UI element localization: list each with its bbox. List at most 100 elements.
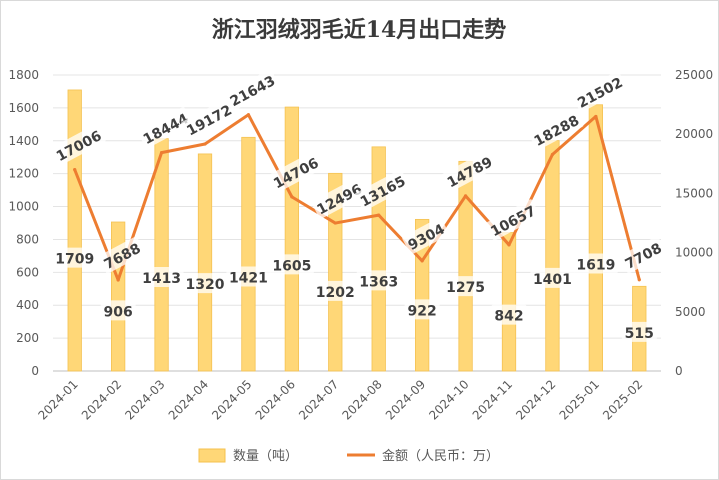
bar-value-label: 1401 (533, 272, 572, 288)
y-left-tick-label: 1600 (8, 101, 39, 115)
x-tick-label: 2024-01 (35, 377, 80, 422)
legend-swatch-bars (198, 448, 226, 463)
line-point (116, 278, 120, 282)
line-point (637, 278, 641, 282)
bar (67, 89, 82, 372)
bar-value-label-bg (530, 267, 575, 288)
bar-value-label-bg (404, 299, 440, 320)
bar-value-label-group: 515 (621, 321, 657, 342)
bar-value-label-bg (313, 280, 358, 301)
y-right-tick-label: 5000 (675, 305, 706, 319)
x-tick-label: 2025-02 (600, 377, 645, 422)
line-value-label-bg (98, 236, 146, 274)
line-point (463, 194, 468, 198)
x-tick-label: 2024-04 (166, 377, 211, 422)
x-tick-label: 2024-07 (296, 377, 341, 422)
line-point (203, 142, 207, 146)
y-left-tick-label: 600 (16, 265, 39, 279)
line-value-label-bg (224, 69, 280, 111)
bar-value-label: 1421 (229, 271, 268, 287)
bar-value-label: 1413 (142, 271, 181, 287)
line-value-label-bg (181, 98, 236, 140)
line-value-label-bg (485, 199, 540, 241)
y-left-tick-label: 1000 (8, 200, 39, 214)
y-left-tick-label: 1400 (8, 134, 39, 148)
bar (458, 160, 473, 372)
y-left-tick-label: 1200 (8, 167, 39, 181)
bar-value-label: 1363 (359, 274, 398, 290)
bar-value-label-group: 1421 (226, 266, 271, 287)
line-point (290, 195, 294, 199)
bar-value-label-bg (139, 267, 184, 288)
bar-value-label-group: 1619 (573, 253, 618, 274)
line-value-label-group: 19172 (181, 98, 236, 140)
bar (588, 104, 603, 372)
line-value-label-group: 7708 (619, 236, 667, 274)
bar-value-label-group: 1413 (139, 267, 184, 288)
line-value-label-bg (441, 150, 497, 192)
y-right-tick-label: 10000 (675, 246, 713, 260)
line-point (550, 152, 555, 157)
bar (154, 138, 169, 372)
bar-value-label-bg (100, 300, 136, 321)
x-tick-label: 2025-01 (557, 377, 602, 422)
bar-value-label-group: 1709 (52, 247, 97, 268)
bar-value-label-group: 1320 (183, 273, 227, 294)
bar (545, 140, 560, 372)
line-value-label-bg (354, 169, 410, 211)
bar-value-label-bg (269, 254, 314, 275)
bar-value-label-group: 1202 (313, 280, 358, 301)
bar-value-label-group: 842 (491, 304, 527, 325)
line-path (73, 113, 641, 282)
line-point (73, 168, 77, 172)
y-axis-left: 0 200 400 600 800 1000 1200 1400 1600 1800 (8, 68, 39, 378)
x-tick-label: 2024-05 (209, 377, 254, 422)
bar-value-label-group: 906 (100, 300, 136, 321)
bar-value-label: 842 (494, 309, 523, 325)
bar (284, 106, 299, 372)
x-tick-label: 2024-03 (122, 377, 167, 422)
bar (501, 232, 517, 372)
bar-value-label-group: 922 (404, 299, 440, 320)
x-tick-label: 2024-02 (79, 377, 124, 422)
bar (197, 153, 213, 372)
line-value-label-bg (137, 107, 193, 149)
y-left-tick-label: 200 (16, 331, 39, 345)
bar-value-label-bg (621, 321, 657, 342)
line-value-label-bg (619, 236, 667, 274)
x-tick-label: 2024-08 (339, 377, 384, 422)
x-tick-label: 2024-09 (383, 377, 428, 422)
y-axis-right: 0 5000 10000 15000 20000 25000 (675, 68, 713, 378)
y-left-tick-label: 800 (16, 232, 39, 246)
x-tick-label: 2024-12 (513, 377, 558, 422)
y-left-tick-label: 0 (31, 364, 39, 378)
bar-value-label-bg (183, 273, 227, 294)
bar-value-label-bg (491, 304, 527, 325)
chart-title: 浙江羽绒羽毛近14月出口走势 (212, 17, 507, 43)
line-value-label-bg (50, 124, 106, 166)
line-point (377, 213, 381, 217)
bar-value-label-group: 1363 (356, 270, 401, 291)
bar-value-label: 1320 (186, 277, 225, 293)
line-value-label-bg (402, 217, 450, 255)
legend-label-line: 金额（人民币：万） (382, 448, 499, 464)
y-left-tick-label: 1800 (8, 68, 39, 82)
line-point (159, 151, 164, 155)
bar-value-label-bg (226, 266, 271, 287)
line-value-label-bg (571, 70, 627, 113)
bar-value-label: 1275 (446, 280, 485, 296)
bar-value-label-bg (573, 253, 618, 274)
line-point (246, 113, 251, 117)
bar-value-label-group: 1275 (443, 276, 488, 297)
line-point (507, 243, 511, 247)
line-point (420, 259, 424, 263)
x-tick-label: 2024-10 (426, 377, 471, 422)
y-left-tick-label: 400 (16, 298, 39, 312)
line-point (333, 221, 337, 225)
bar-value-label-bg (443, 276, 488, 297)
line-point (594, 114, 598, 119)
bar-value-label: 515 (625, 326, 654, 342)
